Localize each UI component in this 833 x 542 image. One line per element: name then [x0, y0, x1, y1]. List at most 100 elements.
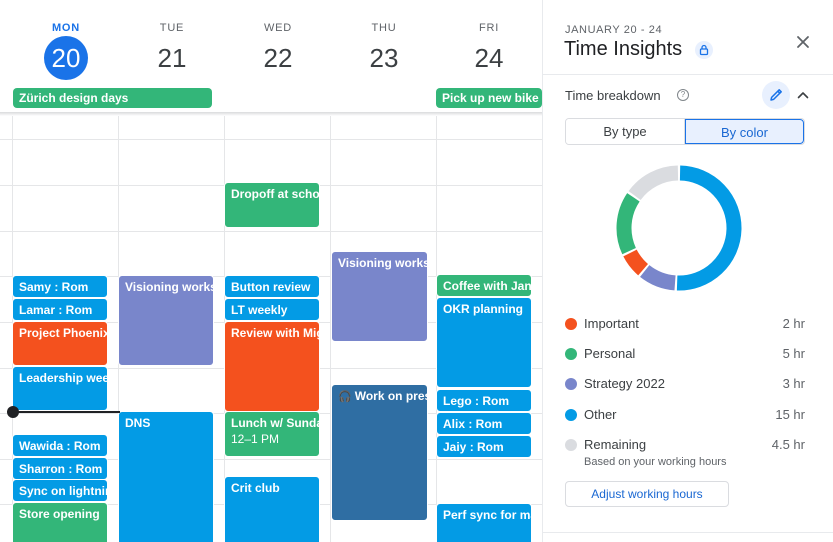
event-title: Lunch w/ Sundar — [231, 416, 320, 430]
panel-divider — [543, 74, 833, 75]
event-title: Lamar : Rom — [19, 303, 93, 317]
event-title: Alix : Rom — [443, 417, 503, 431]
allday-event[interactable]: Zürich design days — [13, 88, 212, 108]
calendar-event[interactable]: Sync on lightning — [12, 479, 108, 502]
day-number[interactable]: 23 — [369, 43, 399, 73]
panel-bottom-divider — [543, 532, 833, 533]
calendar-event[interactable]: Lamar : Rom — [12, 298, 108, 321]
legend-value: 2 hr — [782, 316, 805, 331]
breakdown-toggle: By type By color — [565, 118, 805, 145]
pencil-icon — [770, 89, 782, 101]
event-title: Wawida : Rom — [19, 439, 101, 453]
hour-line — [0, 459, 542, 460]
day-of-week: TUE — [159, 22, 185, 34]
calendar-event[interactable]: Crit club — [224, 476, 320, 542]
event-title: Leadership week — [19, 371, 108, 385]
calendar-event[interactable]: Wawida : Rom — [12, 434, 108, 457]
by-color-button[interactable]: By color — [685, 119, 804, 144]
calendar-event[interactable]: Visioning workshop — [118, 275, 214, 366]
event-title: Crit club — [231, 481, 280, 495]
hour-line — [0, 139, 542, 140]
legend-dot — [565, 439, 577, 451]
event-title: Button review — [231, 280, 311, 294]
section-title: Time breakdown — [565, 88, 661, 103]
legend-dot — [565, 348, 577, 360]
panel-date-range: JANUARY 20 - 24 — [565, 24, 663, 36]
calendar-event[interactable]: OKR planning — [436, 297, 532, 388]
day-header-mon[interactable]: MON 20 — [13, 0, 119, 82]
calendar-event[interactable]: Samy : Rom — [12, 275, 108, 298]
donut-segment-important — [623, 249, 649, 276]
event-title: Jaiy : Rom — [443, 440, 504, 454]
legend-value: 15 hr — [775, 407, 805, 422]
day-header-thu[interactable]: THU 23 — [331, 0, 437, 82]
event-title: Review with Miguel — [231, 326, 319, 340]
legend-item-strategy: Strategy 2022 3 hr — [565, 374, 805, 394]
day-of-week: FRI — [478, 22, 500, 34]
day-number[interactable]: 20 — [44, 36, 88, 80]
calendar-event[interactable]: Visioning workshop — [331, 251, 428, 342]
current-time-line — [12, 411, 120, 413]
calendar-event[interactable]: Alix : Rom — [436, 412, 532, 435]
calendar-event[interactable]: DNS — [118, 411, 214, 542]
day-header-wed[interactable]: WED 22 — [225, 0, 331, 82]
event-title: Lego : Rom — [443, 394, 509, 408]
allday-event[interactable]: Pick up new bike — [436, 88, 542, 108]
day-header-fri[interactable]: FRI 24 — [436, 0, 542, 82]
calendar-event[interactable]: Project Phoenix — [12, 321, 108, 366]
current-time-dot — [7, 406, 19, 418]
hour-line — [0, 231, 542, 232]
legend-value: 3 hr — [782, 376, 805, 391]
calendar-event[interactable]: Jaiy : Rom — [436, 435, 532, 458]
day-of-week: THU — [371, 22, 397, 34]
header-divider — [0, 112, 542, 116]
close-icon[interactable] — [792, 31, 814, 53]
donut-segment-other — [676, 165, 742, 291]
legend-label: Personal — [584, 346, 636, 361]
legend-dot — [565, 318, 577, 330]
help-icon[interactable]: ? — [677, 89, 689, 101]
day-number[interactable]: 24 — [474, 43, 504, 73]
day-number[interactable]: 21 — [157, 43, 187, 73]
event-title: Visioning workshop — [338, 256, 427, 270]
legend-item-other: Other 15 hr — [565, 405, 805, 425]
headphones-icon: 🎧 — [338, 391, 352, 403]
calendar-event[interactable]: Store opening — [12, 502, 108, 542]
calendar-event[interactable]: Button review — [224, 275, 320, 298]
event-title: Coffee with Janice — [443, 279, 532, 293]
remaining-note: Based on your working hours — [584, 456, 727, 468]
lock-icon — [695, 41, 713, 59]
chevron-up-icon[interactable] — [796, 88, 810, 102]
legend-dot — [565, 409, 577, 421]
calendar-event[interactable]: Lunch w/ Sundar 12–1 PM — [224, 411, 320, 457]
event-title: Dropoff at school — [231, 187, 320, 201]
event-title: DNS — [125, 416, 151, 430]
event-title: Project Phoenix — [19, 326, 108, 340]
panel-title: Time Insights — [564, 38, 683, 60]
calendar-event[interactable]: Coffee with Janice — [436, 274, 532, 297]
day-header-tue[interactable]: TUE 21 — [119, 0, 225, 82]
event-title: Work on presentation — [354, 389, 427, 403]
calendar-event[interactable]: Dropoff at school — [224, 182, 320, 228]
event-title: Visioning workshop — [125, 280, 213, 294]
calendar-event[interactable]: Review with Miguel — [224, 321, 320, 412]
adjust-working-hours-button[interactable]: Adjust working hours — [565, 481, 729, 507]
donut-segment-strategy-2022 — [640, 264, 676, 291]
donut-segment-personal — [616, 193, 640, 255]
event-time: 12–1 PM — [231, 432, 280, 446]
calendar-event[interactable]: Leadership week — [12, 366, 108, 411]
legend-value: 4.5 hr — [771, 437, 805, 452]
calendar-week-view: MON 20 TUE 21 WED 22 THU 23 FRI 24 Züric… — [0, 0, 542, 542]
calendar-event[interactable]: 🎧Work on presentation — [331, 384, 428, 521]
legend-label: Remaining — [584, 437, 647, 452]
calendar-event[interactable]: LT weekly — [224, 298, 320, 321]
event-title: Sync on lightning — [19, 484, 107, 498]
by-type-button[interactable]: By type — [566, 119, 685, 144]
edit-button[interactable] — [762, 81, 790, 109]
legend-value: 5 hr — [782, 346, 805, 361]
calendar-event[interactable]: Sharron : Rom — [12, 457, 108, 480]
day-number[interactable]: 22 — [263, 43, 293, 73]
event-title: Sharron : Rom — [19, 462, 103, 476]
calendar-event[interactable]: Perf sync for marketing — [436, 503, 532, 542]
calendar-event[interactable]: Lego : Rom — [436, 389, 532, 412]
